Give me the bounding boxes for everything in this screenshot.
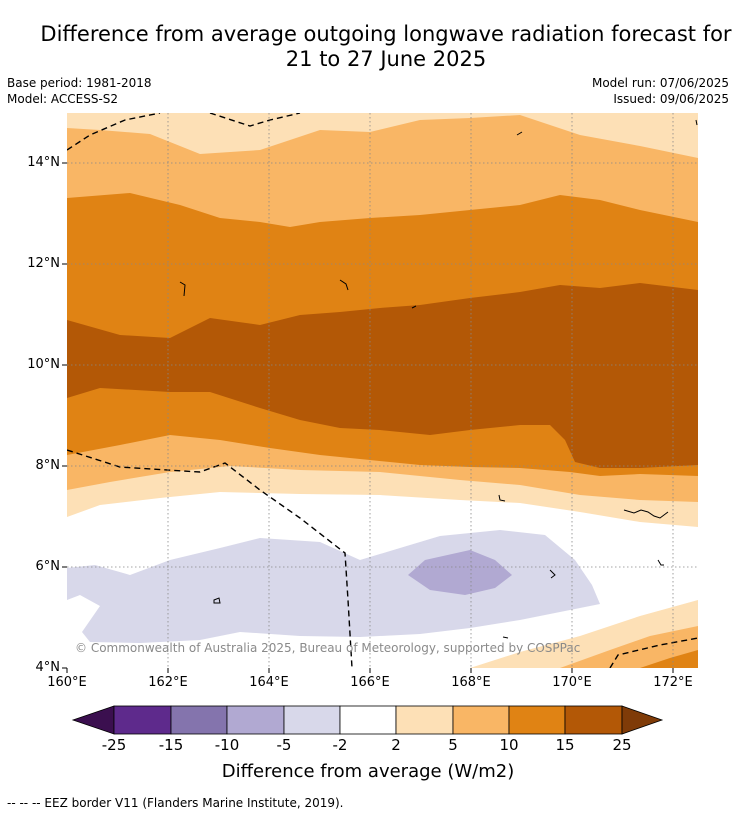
y-tick-label: 4°N	[35, 660, 61, 675]
x-tick-label: 164°E	[249, 675, 289, 690]
colorbar-extend-low	[71, 705, 115, 735]
colorbar-swatch	[452, 705, 510, 735]
anomaly-field	[67, 113, 698, 668]
colorbar	[71, 705, 664, 735]
base-period: Base period: 1981-2018	[7, 76, 152, 90]
title-line-1: Difference from average outgoing longwav…	[40, 22, 732, 46]
colorbar-tick-label: -5	[276, 736, 292, 754]
colorbar-tick-label: 10	[499, 736, 519, 754]
y-tick-label: 8°N	[35, 458, 61, 473]
band-pos10-south	[640, 650, 698, 668]
band-neg5	[408, 550, 512, 595]
title-line-2: 21 to 27 June 2025	[285, 47, 487, 71]
colorbar-swatch	[226, 705, 285, 735]
model-name: Model: ACCESS-S2	[7, 92, 119, 106]
colorbar-tick-label: -2	[332, 736, 348, 754]
x-tick-label: 162°E	[148, 675, 188, 690]
y-tick-label: 14°N	[27, 155, 60, 170]
colorbar-swatch	[170, 705, 228, 735]
x-tick-label: 160°E	[47, 675, 87, 690]
colorbar-tick-label: 2	[391, 736, 401, 754]
y-tick-label: 10°N	[27, 357, 60, 372]
colorbar-swatch	[283, 705, 341, 735]
model-run: Model run: 07/06/2025	[591, 76, 729, 90]
issued-date: Issued: 09/06/2025	[613, 92, 729, 106]
y-tick-label: 6°N	[35, 559, 61, 574]
eez-footnote: -- -- -- EEZ border V11 (Flanders Marine…	[7, 796, 344, 810]
colorbar-swatch	[395, 705, 454, 735]
colorbar-tick-label: 25	[612, 736, 632, 754]
island-outlines	[179, 119, 698, 639]
colorbar-tick-label: -15	[158, 736, 184, 754]
colorbar-tick-label: 5	[448, 736, 458, 754]
colorbar-tick-label: -10	[214, 736, 240, 754]
colorbar-title: Difference from average (W/m2)	[221, 761, 515, 782]
chart-title: Difference from average outgoing longwav…	[0, 22, 736, 72]
colorbar-tick-label: -25	[101, 736, 127, 754]
copyright-note: © Commonwealth of Australia 2025, Bureau…	[75, 641, 581, 655]
colorbar-swatch	[508, 705, 566, 735]
band-pos15	[67, 283, 698, 468]
band-pos5-south	[560, 626, 698, 668]
colorbar-swatch	[339, 705, 397, 735]
x-tick-label: 170°E	[552, 675, 592, 690]
eez-border	[67, 113, 301, 151]
gridlines	[67, 113, 698, 668]
meta-right: Model run: 07/06/2025 Issued: 09/06/2025	[592, 75, 729, 107]
y-tick-label: 12°N	[27, 256, 60, 271]
x-tick-label: 166°E	[350, 675, 390, 690]
x-tick-label: 172°E	[653, 675, 693, 690]
x-tick-label: 168°E	[451, 675, 491, 690]
meta-left: Base period: 1981-2018 Model: ACCESS-S2	[7, 75, 152, 107]
axis-ticks	[62, 162, 674, 673]
eez-border	[67, 449, 353, 668]
colorbar-swatch	[564, 705, 623, 735]
colorbar-swatch	[113, 705, 172, 735]
colorbar-extend-high	[621, 705, 664, 735]
colorbar-tick-label: 15	[555, 736, 575, 754]
